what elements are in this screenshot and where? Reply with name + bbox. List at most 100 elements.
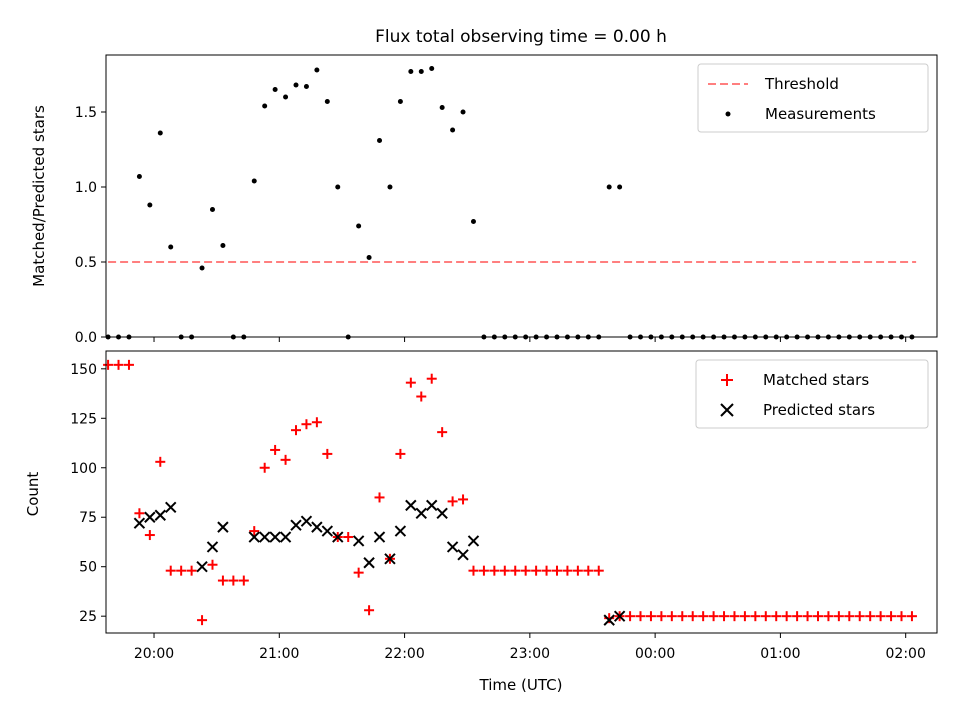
legend-predicted-swatch xyxy=(720,403,734,417)
predicted-star-point xyxy=(436,507,448,519)
matched-star-point xyxy=(259,462,270,473)
matched-star-point xyxy=(291,425,302,436)
predicted-star-d2 xyxy=(384,553,396,565)
matched-star-point xyxy=(207,559,218,570)
matched-star-point xyxy=(886,611,897,622)
predicted-star-d2 xyxy=(613,610,626,622)
bottom-panel-x-ticks: 20:00 21:00 22:00 23:00 00:00 01:00 02:00 xyxy=(134,633,926,662)
top-panel-y-ticks: 0.0 0.5 1.0 1.5 xyxy=(75,105,106,346)
legend-matched-label: Matched stars xyxy=(763,371,869,389)
matched-star-point xyxy=(771,611,782,622)
matched-star-point xyxy=(833,611,844,622)
predicted-star-point xyxy=(300,515,313,527)
matched-star-point xyxy=(113,359,124,370)
matched-star-point xyxy=(729,611,740,622)
matched-star-point xyxy=(447,496,458,507)
predicted-star-d2 xyxy=(300,515,313,527)
matched-star-point xyxy=(666,611,677,622)
bottom-legend-box xyxy=(695,359,929,429)
predicted-star-point xyxy=(363,557,375,569)
legend-measurements-label: Measurements xyxy=(765,105,876,123)
predicted-star-point xyxy=(352,535,365,547)
measurement-point xyxy=(324,99,330,104)
predicted-star-d2 xyxy=(133,517,146,529)
predicted-star-point xyxy=(446,541,459,553)
matched-star-point xyxy=(625,611,636,622)
predicted-star-d2 xyxy=(446,541,459,553)
predicted-star-d2 xyxy=(165,501,177,514)
predicted-star-d2 xyxy=(373,531,386,543)
measurement-point xyxy=(387,184,393,190)
matched-star-point xyxy=(270,444,281,455)
predicted-star-d2 xyxy=(436,507,448,519)
predicted-star-d2 xyxy=(217,521,229,533)
predicted-star-d2 xyxy=(352,535,365,547)
legend-predicted-label: Predicted stars xyxy=(763,401,875,419)
y-tick-label: 100 xyxy=(70,461,97,477)
measurement-point xyxy=(272,87,278,92)
predicted-star-point xyxy=(373,531,386,543)
matched-star-point xyxy=(708,611,719,622)
predicted-star-point xyxy=(321,525,334,537)
matched-star-point xyxy=(896,611,907,622)
matched-star-point xyxy=(551,565,562,576)
x-tick-label: 00:00 xyxy=(635,646,675,662)
predicted-star-d2 xyxy=(311,521,323,533)
measurement-point xyxy=(283,94,289,100)
measurement-point xyxy=(293,82,299,88)
measurement-point xyxy=(377,138,383,143)
y-tick-label: 25 xyxy=(79,609,97,625)
predicted-star-d2 xyxy=(332,531,344,543)
predicted-star-point xyxy=(405,499,417,512)
measurement-point xyxy=(356,223,362,229)
predicted-star-d2 xyxy=(405,499,417,512)
top-panel-title: Flux total observing time = 0.00 h xyxy=(375,27,667,47)
bottom-panel-xlabel: Time (UTC) xyxy=(479,676,563,694)
matched-star-point xyxy=(395,448,406,459)
matched-star-point xyxy=(823,611,834,622)
predicted-star-point xyxy=(279,531,292,543)
measurement-point xyxy=(262,103,268,109)
predicted-star-point xyxy=(217,521,229,533)
measurement-point xyxy=(450,127,456,133)
predicted-star-d2 xyxy=(279,531,292,543)
measurement-point xyxy=(314,67,320,73)
x-tick-label: 01:00 xyxy=(760,646,800,662)
predicted-star-point xyxy=(144,511,156,523)
matched-star-point xyxy=(311,417,322,428)
y-tick-label: 150 xyxy=(70,362,97,378)
predicted-star-point xyxy=(269,531,281,543)
matched-star-point xyxy=(217,575,228,586)
top-panel-ylabel: Matched/Predicted stars xyxy=(30,105,48,287)
matched-star-point xyxy=(844,611,855,622)
predicted-star-d2 xyxy=(154,509,166,521)
matched-star-point xyxy=(635,611,646,622)
matched-star-point xyxy=(781,611,792,622)
measurement-point xyxy=(606,184,612,190)
matched-star-point xyxy=(906,611,917,622)
matched-star-point xyxy=(572,565,583,576)
y-tick-label: 1.5 xyxy=(75,105,97,121)
matched-star-point xyxy=(301,419,312,430)
predicted-star-point xyxy=(394,525,407,537)
predicted-star-point xyxy=(154,509,166,521)
matched-star-point xyxy=(489,565,500,576)
predicted-star-d2 xyxy=(363,557,375,569)
matched-star-point xyxy=(541,565,552,576)
predicted-star-point xyxy=(384,553,396,565)
matched-star-point xyxy=(499,565,510,576)
matched-star-point xyxy=(468,565,479,576)
matched-star-point xyxy=(510,565,521,576)
matched-star-point xyxy=(123,359,134,370)
matched-star-point xyxy=(458,494,469,505)
top-panel-legend: Threshold Measurements xyxy=(697,63,929,133)
predicted-star-d2 xyxy=(206,541,219,553)
top-legend-box xyxy=(697,63,929,133)
measurement-point xyxy=(397,99,403,104)
measurement-point xyxy=(147,202,153,208)
top-panel-frame xyxy=(105,54,938,338)
predicted-star-point xyxy=(426,499,438,512)
matched-star-point xyxy=(416,391,427,402)
x-tick-label: 22:00 xyxy=(384,646,424,662)
